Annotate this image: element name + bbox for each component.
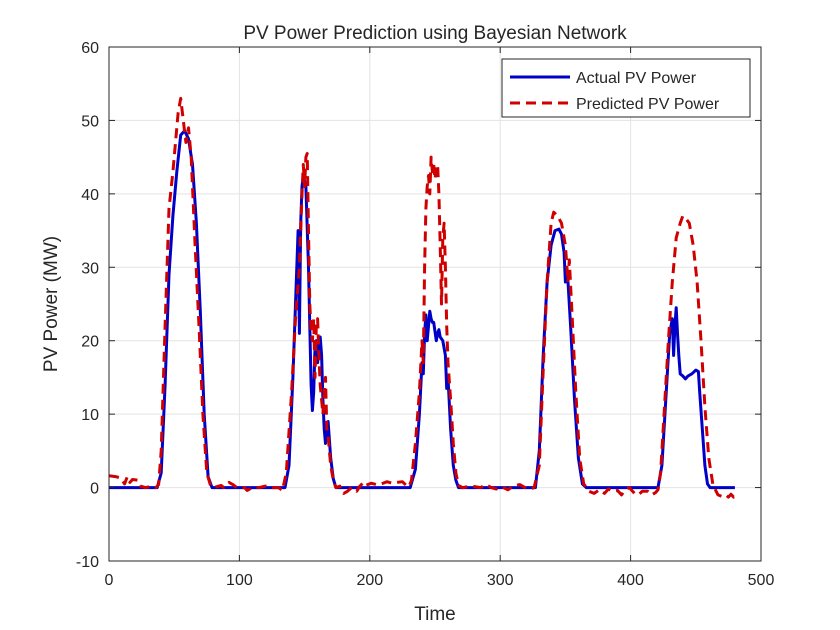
tick-layer: 0 100 200 300 400 500 -10 0 10 20 30 40 50 60 (76, 40, 775, 589)
series-line-actual (109, 129, 735, 490)
series-layer (108, 96, 738, 499)
axes-box (108, 46, 762, 562)
x-tick-label: 500 (748, 572, 775, 589)
x-tick-label: 400 (617, 572, 644, 589)
chart-title: PV Power Prediction using Bayesian Netwo… (243, 23, 627, 44)
y-axis-label: PV Power (MW) (41, 236, 62, 372)
series-line-predicted (108, 96, 738, 499)
legend-label-predicted: Predicted PV Power (576, 96, 720, 113)
x-tick-label: 0 (105, 572, 114, 589)
legend-box (501, 58, 751, 118)
x-axis-label: Time (414, 604, 456, 625)
y-tick-label: 10 (81, 407, 99, 424)
y-tick-label: -10 (76, 554, 99, 571)
plot-area (109, 47, 761, 561)
x-tick-label: 300 (487, 572, 514, 589)
y-tick-label: 60 (81, 40, 99, 57)
y-tick-label: 40 (81, 187, 99, 204)
y-tick-label: 20 (81, 334, 99, 351)
grid (109, 47, 761, 561)
x-tick-label: 200 (356, 572, 383, 589)
y-tick-label: 50 (81, 113, 99, 130)
x-tick-label: 100 (226, 572, 253, 589)
legend-label-actual: Actual PV Power (576, 70, 697, 87)
y-tick-label: 0 (90, 481, 99, 498)
legend: Actual PV Power Predicted PV Power (501, 58, 751, 118)
y-tick-label: 30 (81, 260, 99, 277)
